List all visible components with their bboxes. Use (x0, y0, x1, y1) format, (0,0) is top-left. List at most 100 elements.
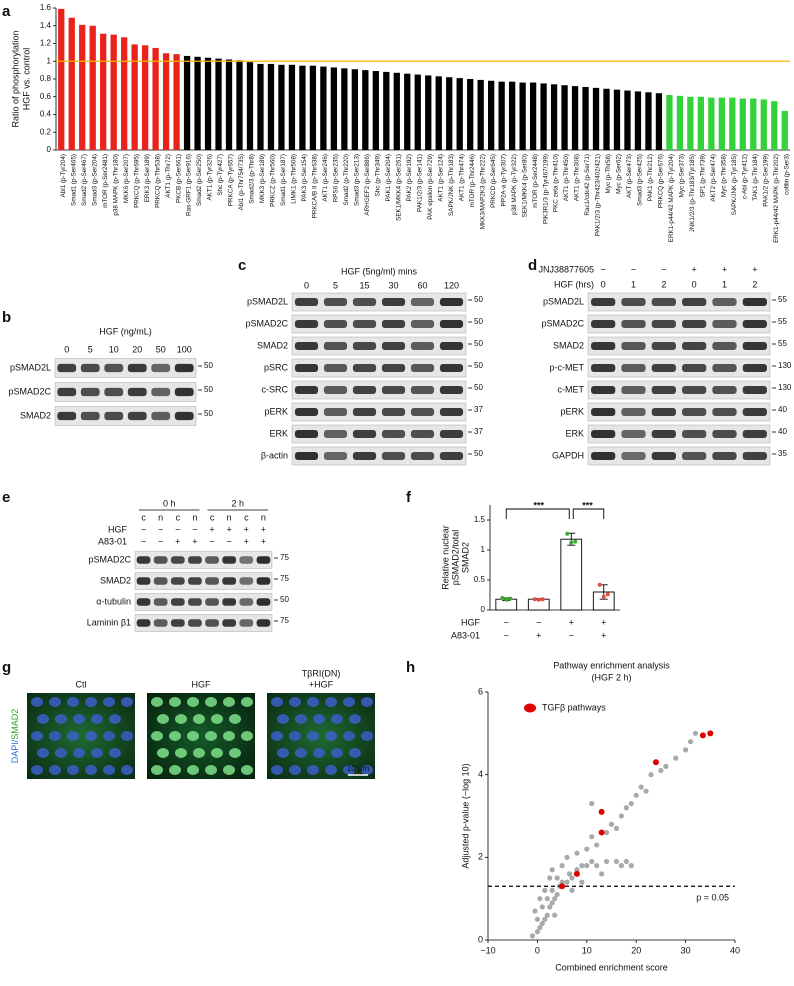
bar (560, 538, 583, 611)
blot-band (410, 298, 435, 306)
data-point (663, 763, 669, 770)
x-tick-label: ERK1-p44/42 MAPK (p-Tyr204) (668, 154, 675, 242)
blot-band (104, 411, 124, 421)
blot-band (222, 619, 237, 627)
blot-band (239, 577, 254, 585)
blot-band (742, 386, 767, 394)
bar (739, 98, 746, 150)
condition-value: + (244, 524, 249, 534)
marker-label: 55 (778, 339, 787, 348)
bar (729, 97, 736, 150)
blot-band (222, 598, 237, 606)
data-point (539, 920, 545, 927)
bar (477, 79, 484, 150)
nucleus (289, 765, 301, 775)
y-tick-label: 0.4 (40, 110, 52, 119)
nucleus (205, 697, 217, 707)
lane-label: 5 (333, 280, 338, 290)
x-tick-label: SAPK/JNK (p-Thr183) (448, 154, 455, 216)
data-point (589, 858, 595, 865)
blot-band (682, 452, 707, 460)
blot-band (57, 411, 77, 421)
blot-band (439, 320, 464, 328)
blot-band (381, 298, 406, 306)
x-tick-label: Smad2/3 (p-Thr8) (249, 154, 256, 204)
marker-label: 50 (474, 339, 483, 348)
data-point (648, 772, 654, 778)
channel-label-smad2: SMAD2 (10, 709, 20, 740)
blot-row-label: pSMAD2L (247, 296, 288, 306)
data-point (566, 871, 573, 877)
legend-label: TGFβ pathways (542, 702, 606, 712)
blot-band (323, 386, 348, 394)
marker-label: 50 (474, 361, 483, 370)
blot-strip (587, 402, 771, 422)
blot-strip (291, 292, 467, 312)
data-point (618, 813, 624, 819)
bar (58, 8, 65, 151)
marker-label: 130 (778, 383, 792, 392)
condition-value: − (504, 617, 509, 627)
blot-band (381, 430, 406, 438)
marker-label: 35 (778, 449, 787, 458)
x-tick-label: Abl1 (p-Tyr204) (60, 154, 67, 197)
condition-value: 0 (692, 279, 697, 289)
bar (467, 79, 474, 150)
x-tick-label: ARHGEF2 (p-Ser886) (364, 154, 371, 216)
nucleus (313, 748, 325, 758)
blot-band (682, 298, 707, 306)
x-tick-label: Myc (p-Ser62) (616, 154, 623, 194)
bar (655, 93, 663, 150)
data-point (564, 854, 570, 860)
lane-label: n (261, 512, 266, 522)
nucleus (175, 748, 187, 758)
nucleus (55, 748, 67, 758)
y-axis-label: Adjusted p-value (−log 10) (460, 763, 470, 868)
blot-band (151, 363, 171, 373)
nucleus (277, 714, 289, 724)
x-tick-label: AKT (p-Ser473) (626, 154, 633, 198)
condition-name: HGF (461, 617, 481, 627)
bar (414, 74, 421, 150)
nucleus (175, 714, 187, 724)
bar (645, 92, 652, 150)
data-point (549, 867, 555, 873)
blot-band (682, 408, 707, 416)
condition-value: + (209, 524, 214, 534)
blot-row-label: pERK (560, 406, 584, 416)
panel-letter: d (528, 257, 537, 274)
blot-row-label: c-MET (558, 384, 585, 394)
blot-band (256, 619, 271, 627)
marker-label: 75 (280, 616, 289, 625)
data-point (552, 912, 558, 918)
blot-band (222, 577, 237, 585)
blot-band (621, 364, 646, 372)
blot-strip (291, 446, 467, 466)
data-point (569, 875, 575, 881)
nucleus (121, 765, 133, 775)
nucleus (85, 765, 97, 775)
data-point (638, 784, 644, 790)
condition-value: + (752, 264, 757, 274)
blot-strip (587, 336, 771, 356)
blot-band (682, 342, 707, 350)
x-tick-label: 10 (582, 945, 592, 955)
data-point (544, 896, 550, 902)
bar (162, 53, 170, 151)
blot-band (591, 298, 616, 306)
data-point (549, 900, 555, 906)
x-tick-label: PAK1 (p-Thr212) (647, 154, 654, 201)
blot-band (174, 387, 194, 397)
bar (225, 59, 233, 150)
nucleus (361, 765, 373, 775)
bar (100, 33, 107, 150)
nucleus (295, 748, 307, 758)
condition-name: HGF (108, 524, 128, 534)
blot-band (136, 577, 151, 585)
blot-band (188, 598, 202, 606)
bar (351, 69, 358, 150)
x-tick-label: c-Abl (p-Tyr412) (741, 154, 748, 199)
nucleus (37, 748, 49, 758)
blot-row-label: pSMAD2L (543, 296, 584, 306)
lane-label: c (141, 512, 146, 522)
